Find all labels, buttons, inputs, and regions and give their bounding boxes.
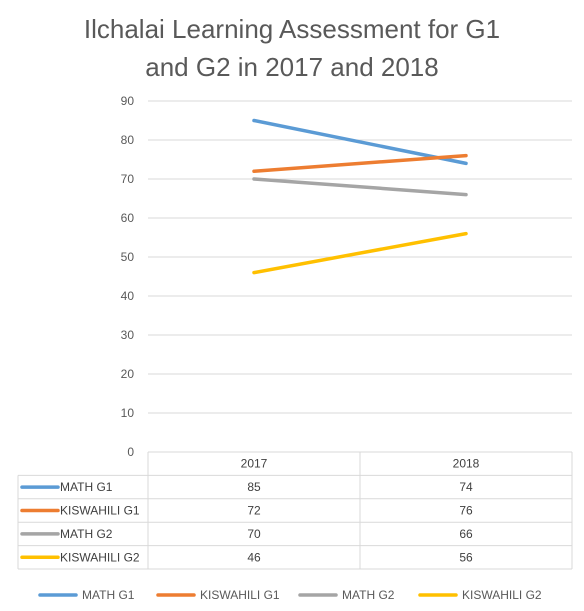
y-tick-label: 80 [121, 133, 135, 147]
series-line [252, 177, 468, 197]
legend-label: MATH G2 [342, 588, 395, 602]
y-tick-label: 30 [121, 328, 135, 342]
y-tick-label: 90 [121, 94, 135, 108]
table-row-label: KISWAHILI G1 [60, 504, 140, 518]
table-row-label: KISWAHILI G2 [60, 550, 140, 564]
series-line [252, 231, 468, 275]
chart-title-line-2: and G2 in 2017 and 2018 [145, 52, 439, 82]
y-tick-label: 70 [121, 172, 135, 186]
legend-label: MATH G1 [82, 588, 135, 602]
series-line [252, 118, 468, 166]
table-value-cell: 66 [459, 527, 473, 541]
table-value-cell: 72 [247, 504, 261, 518]
y-tick-label: 40 [121, 289, 135, 303]
legend-label: KISWAHILI G1 [200, 588, 280, 602]
y-tick-label: 0 [127, 445, 134, 459]
y-tick-label: 60 [121, 211, 135, 225]
y-tick-label: 50 [121, 250, 135, 264]
table-header-cell: 2018 [453, 457, 480, 471]
table-value-cell: 70 [247, 527, 261, 541]
table-value-cell: 76 [459, 504, 473, 518]
series-line [252, 153, 468, 173]
table-header-cell: 2017 [241, 457, 268, 471]
table-row-label: MATH G1 [60, 480, 113, 494]
table-value-cell: 85 [247, 480, 261, 494]
y-tick-label: 20 [121, 367, 135, 381]
table-value-cell: 74 [459, 480, 473, 494]
chart-title-line-1: Ilchalai Learning Assessment for G1 [83, 14, 501, 44]
table-row-label: MATH G2 [60, 527, 113, 541]
table-value-cell: 56 [459, 550, 473, 564]
legend-label: KISWAHILI G2 [462, 588, 542, 602]
chart-title: Ilchalai Learning Assessment for G1 and … [0, 10, 584, 86]
table-value-cell: 46 [247, 550, 261, 564]
y-tick-label: 10 [121, 406, 135, 420]
